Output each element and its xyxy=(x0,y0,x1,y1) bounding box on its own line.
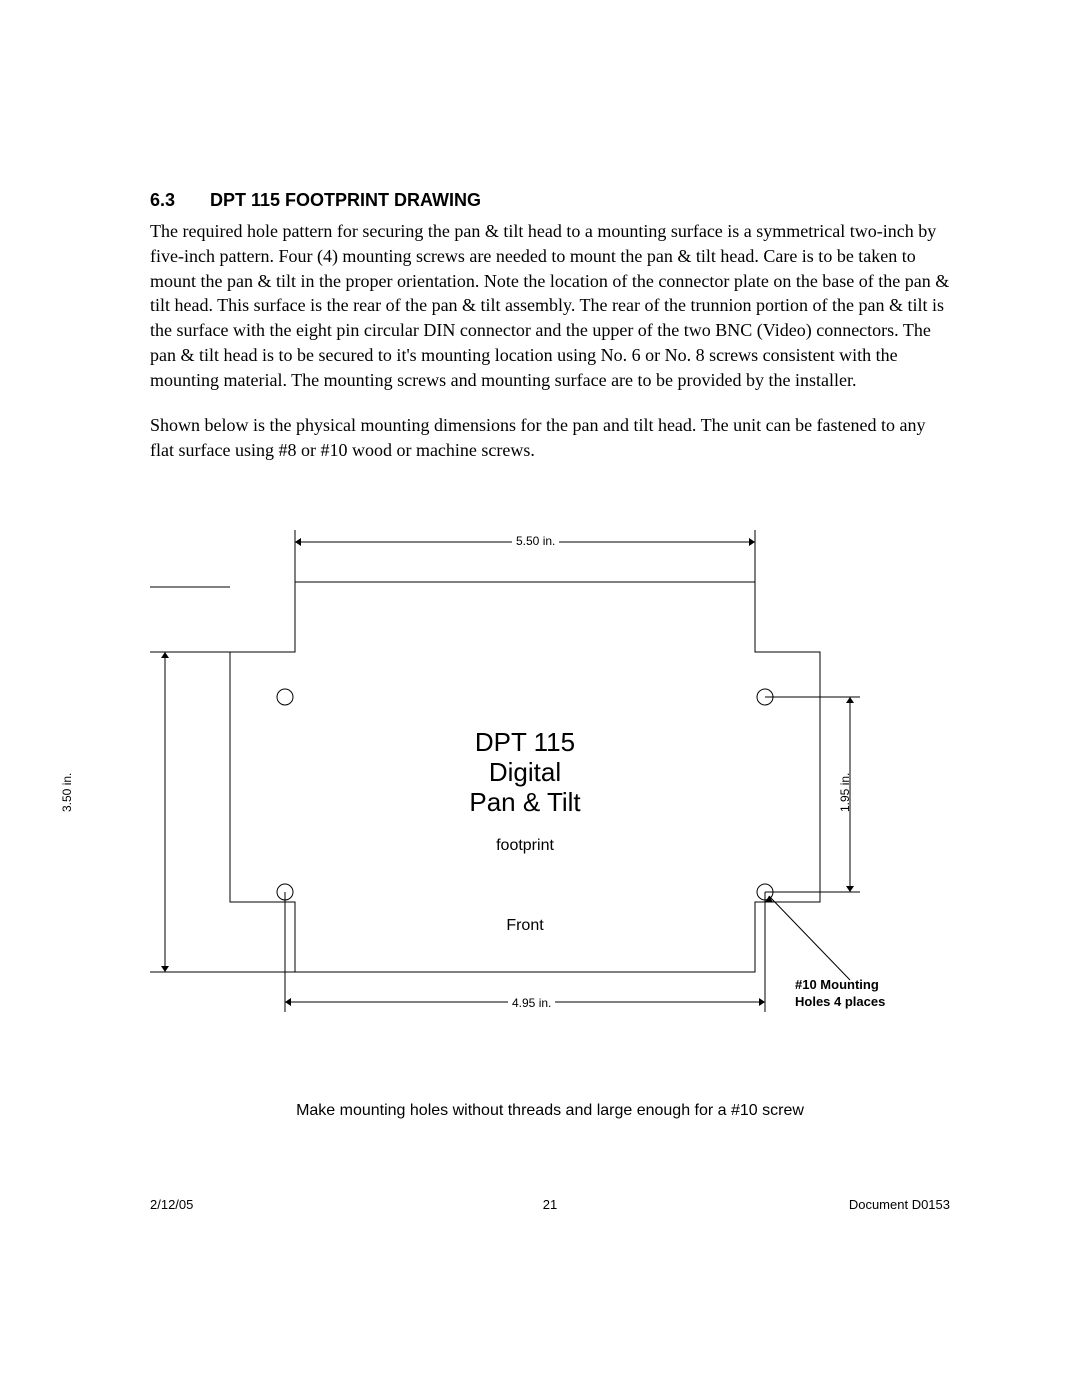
section-title: DPT 115 FOOTPRINT DRAWING xyxy=(210,190,481,210)
dim-bottom-label: 4.95 in. xyxy=(508,996,555,1010)
dim-top-label: 5.50 in. xyxy=(512,534,559,548)
diagram-front-label: Front xyxy=(460,917,590,935)
dim-right-label: 1.95 in. xyxy=(838,773,852,812)
section-number: 6.3 xyxy=(150,190,210,211)
callout-line-2: Holes 4 places xyxy=(795,994,885,1009)
diagram-subtitle: footprint xyxy=(460,837,590,855)
diagram-title-3: Pan & Tilt xyxy=(460,787,590,818)
paragraph-1: The required hole pattern for securing t… xyxy=(150,219,950,393)
dim-left-label: 3.50 in. xyxy=(60,773,74,812)
callout-line-1: #10 Mounting xyxy=(795,977,879,992)
section-heading: 6.3DPT 115 FOOTPRINT DRAWING xyxy=(150,190,950,211)
diagram-note: Make mounting holes without threads and … xyxy=(150,1102,950,1120)
footer-page: 21 xyxy=(150,1197,950,1212)
diagram-title-2: Digital xyxy=(460,757,590,788)
mounting-holes-callout: #10 Mounting Holes 4 places xyxy=(795,977,885,1010)
footer-document: Document D0153 xyxy=(849,1197,950,1212)
footprint-diagram: 5.50 in. 3.50 in. 1.95 in. 4.95 in. DPT … xyxy=(150,502,950,1062)
diagram-title-1: DPT 115 xyxy=(460,727,590,758)
paragraph-2: Shown below is the physical mounting dim… xyxy=(150,413,950,463)
